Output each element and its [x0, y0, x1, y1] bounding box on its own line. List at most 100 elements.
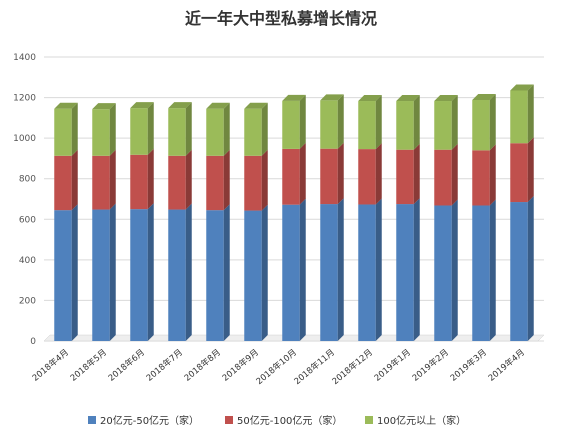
bar-front	[434, 205, 452, 341]
x-tick-label: 2019年1月	[372, 347, 413, 384]
bar-side	[451, 95, 458, 150]
bar-top	[282, 94, 306, 101]
bar-front	[168, 155, 186, 210]
bar-front	[92, 155, 110, 210]
bar-segment	[282, 142, 306, 205]
x-tick-label: 2018年11月	[292, 347, 337, 387]
bar-top	[92, 103, 116, 110]
x-tick-label: 2018年5月	[68, 347, 109, 384]
bar-front	[54, 210, 72, 341]
bar-segment	[510, 84, 534, 144]
bar-side	[223, 204, 230, 341]
bar-front	[130, 108, 148, 155]
bar-segment	[320, 142, 344, 205]
chart-title: 近一年大中型私募增长情况	[185, 9, 377, 28]
bar-side	[185, 203, 192, 341]
legend-swatch	[365, 416, 373, 424]
bar-front	[396, 204, 414, 341]
bar-stack	[434, 95, 458, 341]
bar-side	[109, 149, 116, 210]
bar-front	[282, 100, 300, 149]
bar-side	[299, 198, 306, 341]
bar-side	[413, 95, 420, 150]
y-tick-label: 800	[19, 175, 36, 185]
bar-front	[244, 210, 262, 341]
bar-side	[375, 198, 382, 341]
bar-segment	[168, 203, 192, 341]
bar-side	[527, 196, 534, 341]
bar-segment	[130, 203, 154, 341]
bar-front	[244, 108, 262, 156]
x-tick-label: 2018年6月	[106, 347, 147, 384]
bar-side	[337, 198, 344, 341]
legend-swatch	[225, 416, 233, 424]
bar-front	[472, 205, 490, 341]
bar-side	[147, 203, 154, 341]
bar-segment	[54, 204, 78, 341]
bar-segment	[244, 149, 268, 211]
bar-segment	[206, 204, 230, 341]
x-tick-label: 2019年2月	[410, 347, 451, 384]
bar-segment	[510, 196, 534, 341]
bar-top	[206, 102, 230, 109]
legend-label: 50亿元-100亿元（家）	[237, 414, 342, 427]
bar-side	[337, 142, 344, 205]
bar-side	[527, 137, 534, 203]
bar-segment	[358, 143, 382, 205]
bar-segment	[472, 94, 496, 151]
bar-front	[130, 209, 148, 341]
bar-front	[206, 210, 224, 341]
bar-side	[261, 149, 268, 211]
legend-swatch	[88, 416, 96, 424]
bar-segment	[434, 95, 458, 150]
legend-label: 100亿元以上（家）	[377, 414, 466, 427]
bar-side	[261, 102, 268, 156]
bar-front	[358, 149, 376, 205]
y-tick-label: 400	[19, 256, 36, 266]
y-tick-label: 200	[19, 296, 36, 306]
bar-front	[92, 209, 110, 341]
bar-side	[375, 95, 382, 150]
bar-segment	[510, 137, 534, 203]
bar-side	[413, 198, 420, 341]
bar-side	[71, 149, 78, 211]
legend: 20亿元-50亿元（家） 50亿元-100亿元（家） 100亿元以上（家）	[88, 414, 466, 427]
bar-side	[489, 199, 496, 341]
bar-side	[261, 204, 268, 341]
bar-side	[223, 102, 230, 156]
bar-segment	[320, 198, 344, 341]
bar-stack	[282, 94, 306, 341]
bar-segment	[130, 148, 154, 210]
bar-front	[510, 202, 528, 341]
bar-side	[451, 199, 458, 341]
bar-front	[130, 154, 148, 210]
bar-segment	[434, 143, 458, 206]
y-tick-label: 1200	[13, 94, 36, 104]
x-tick-label: 2018年7月	[144, 347, 185, 384]
bar-side	[489, 94, 496, 151]
y-tick-label: 600	[19, 215, 36, 225]
bar-stack	[244, 102, 268, 341]
bar-front	[206, 108, 224, 156]
bar-front	[396, 101, 414, 150]
bar-side	[375, 143, 382, 205]
bar-front	[282, 204, 300, 341]
x-tick-label: 2019年3月	[448, 347, 489, 384]
bar-segment	[320, 94, 344, 149]
bar-segment	[472, 144, 496, 206]
bar-front	[168, 209, 186, 341]
y-tick-label: 0	[30, 337, 36, 347]
bar-top	[320, 94, 344, 101]
bar-stack	[358, 95, 382, 341]
bar-side	[299, 142, 306, 205]
bar-segment	[92, 203, 116, 341]
bar-side	[71, 204, 78, 341]
bar-top	[472, 94, 496, 101]
bars	[54, 84, 534, 341]
bar-stack	[168, 102, 192, 341]
bar-front	[510, 143, 528, 203]
bar-segment	[206, 102, 230, 156]
bar-segment	[130, 102, 154, 155]
